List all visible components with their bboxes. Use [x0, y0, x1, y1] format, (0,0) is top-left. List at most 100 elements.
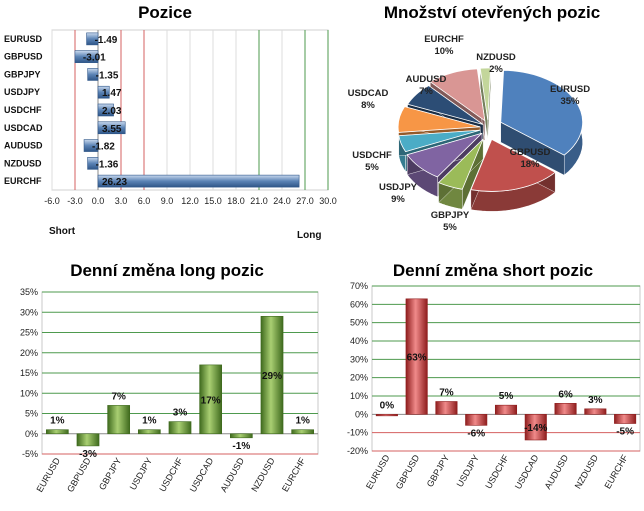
x-tick-label: 12.0	[181, 196, 199, 206]
category-label: EURCHF	[602, 453, 630, 491]
value-label: 1%	[295, 416, 310, 427]
value-label: 1%	[50, 416, 65, 427]
bar-gbpusd	[405, 298, 428, 415]
bar-audusd	[83, 139, 99, 152]
y-tick-label: 30%	[20, 307, 38, 317]
x-label-short: Short	[49, 226, 76, 237]
chart-title: Pozice	[138, 3, 192, 22]
x-tick-label: -3.0	[67, 196, 83, 206]
positions-chart: Pozice -6.0 -3.0 0.0 3.0 6.0 9.0 12.0 15.0 18.0 21…	[4, 3, 337, 241]
value-label: 1%	[142, 416, 157, 427]
bar-usdcad	[524, 414, 547, 441]
value-label: 7%	[439, 388, 454, 399]
y-tick-label: -5%	[22, 449, 38, 459]
x-tick-label: 15.0	[204, 196, 222, 206]
y-tick-label: 0%	[25, 429, 38, 439]
category-label: EURCHF	[4, 176, 42, 186]
slice-value: 5%	[365, 162, 379, 173]
category-label: USDCHF	[4, 105, 42, 115]
pie-top-gbpusd	[470, 138, 556, 192]
x-tick-label: 24.0	[273, 196, 291, 206]
x-tick-label: 3.0	[115, 196, 128, 206]
value-label: 3%	[173, 408, 188, 419]
value-label: -3%	[79, 449, 97, 460]
chart-title: Denní změna short pozic	[393, 261, 593, 280]
slice-label: AUDUSD	[406, 74, 447, 85]
slice-label: GBPJPY	[431, 210, 470, 221]
slice-label: EURUSD	[550, 84, 590, 95]
y-tick-label: 10%	[350, 391, 368, 401]
bar-eurchf	[291, 429, 315, 435]
slice-label: USDJPY	[379, 182, 418, 193]
y-tick-label: 5%	[25, 409, 38, 419]
daily-short-change-panel: Denní změna short pozic -20% -10% 0% 10% 20% 3…	[330, 256, 644, 506]
bar-nzdusd	[260, 315, 284, 435]
category-label: EURUSD	[364, 453, 392, 491]
open-positions-pie-panel: Množství otevřených pozic EURUSD 35% GBPUSD…	[340, 0, 644, 250]
y-tick-label: 25%	[20, 328, 38, 338]
y-tick-label: 60%	[350, 299, 368, 309]
category-label: GBPJPY	[425, 453, 451, 489]
category-label: GBPUSD	[394, 453, 422, 491]
value-label: -1.49	[95, 35, 118, 46]
category-label: GBPJPY	[97, 456, 123, 492]
value-label: 5%	[499, 391, 514, 402]
value-label: 17%	[201, 395, 221, 406]
daily-long-change-chart: Denní změna long pozic -5% 0% 5% 10% 15% 20% 25…	[20, 261, 319, 494]
value-label: -14%	[524, 423, 547, 434]
bar-gbpusd	[76, 433, 100, 447]
bar-gbpjpy	[435, 401, 458, 415]
value-label: -3.01	[83, 53, 106, 64]
y-tick-label: 20%	[350, 373, 368, 383]
value-label: 0%	[380, 400, 395, 411]
slice-label: NZDUSD	[476, 52, 516, 63]
slice-value: 35%	[560, 96, 580, 107]
value-label: 3.55	[102, 124, 122, 135]
slice-value: 5%	[443, 222, 457, 233]
bar-usdchf	[97, 103, 114, 117]
value-label: 29%	[262, 371, 282, 382]
value-label: 6%	[558, 389, 573, 400]
slice-value: 9%	[391, 194, 405, 205]
slice-value: 7%	[419, 86, 433, 97]
category-label: AUDUSD	[543, 453, 571, 491]
category-label: USDCHF	[483, 453, 511, 491]
positions-chart-panel: Pozice -6.0 -3.0 0.0 3.0 6.0 9.0 12.0 15.0 18.0 21…	[0, 0, 340, 250]
category-label: USDCAD	[4, 123, 43, 133]
y-tick-label: 10%	[20, 388, 38, 398]
y-tick-label: 50%	[350, 318, 368, 328]
bar-usdjpy	[465, 414, 488, 426]
pie-top-usdchf	[398, 129, 481, 153]
y-tick-label: -20%	[347, 446, 368, 456]
category-label: AUDUSD	[218, 456, 246, 494]
x-label-long: Long	[297, 230, 321, 241]
category-label: AUDUSD	[4, 141, 43, 151]
category-label: GBPUSD	[4, 52, 43, 62]
chart-title: Množství otevřených pozic	[384, 3, 600, 22]
x-tick-label: 27.0	[296, 196, 314, 206]
value-label: 63%	[407, 353, 427, 364]
value-label: -1.35	[96, 70, 119, 81]
value-label: -5%	[616, 427, 634, 438]
pie-top-audusd	[406, 85, 484, 125]
category-label: NZDUSD	[4, 158, 42, 168]
category-label: NZDUSD	[249, 456, 277, 494]
slice-label: USDCAD	[348, 88, 389, 99]
category-label: USDCAD	[188, 456, 216, 494]
category-label: USDJPY	[455, 453, 481, 489]
value-label: -6%	[467, 428, 485, 439]
category-label: EURUSD	[34, 456, 62, 494]
bar-usdjpy	[137, 429, 161, 435]
bar-eurchf	[614, 414, 637, 424]
y-tick-label: 30%	[350, 354, 368, 364]
y-tick-label: 40%	[350, 336, 368, 346]
slice-value: 18%	[520, 159, 540, 170]
pie-top-gbpjpy	[437, 138, 484, 190]
chart-title: Denní změna long pozic	[70, 261, 264, 280]
bar-eurusd	[375, 414, 398, 417]
slice-label: USDCHF	[352, 150, 392, 161]
category-label: NZDUSD	[573, 453, 601, 491]
category-label: EURCHF	[280, 456, 308, 494]
y-tick-label: -10%	[347, 428, 368, 438]
value-label: 26.23	[102, 177, 127, 188]
